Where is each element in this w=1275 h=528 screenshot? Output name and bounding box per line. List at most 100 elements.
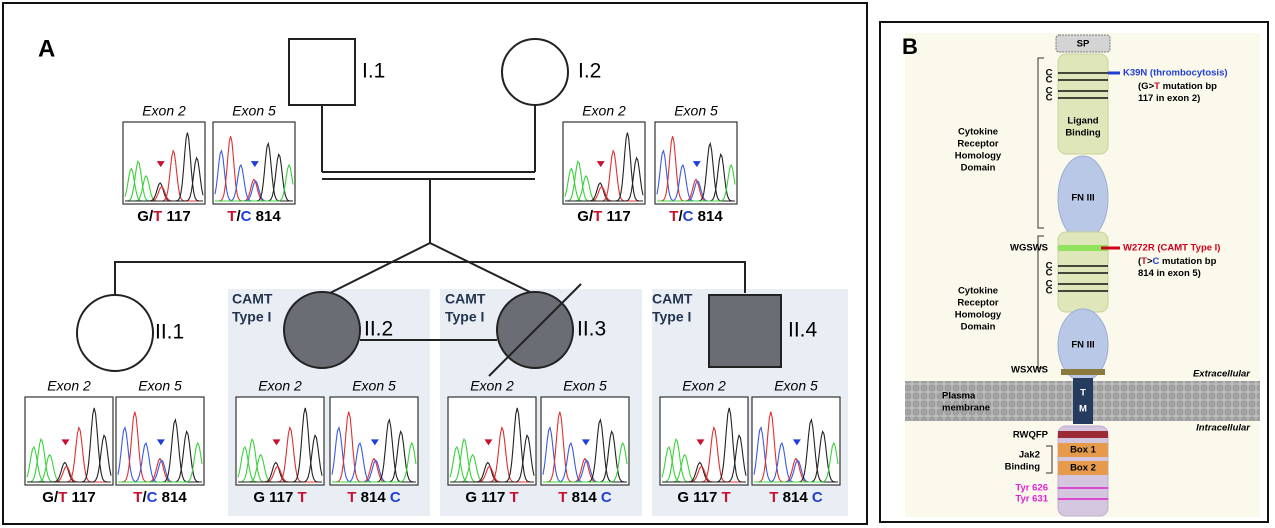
domain-label: Homology xyxy=(955,151,1002,162)
signal-peptide-label: SP xyxy=(1077,39,1090,50)
exon-label: Exon 2 xyxy=(470,378,514,394)
domain-label: Domain xyxy=(961,322,996,333)
mutation-name: W272R (CAMT Type I) xyxy=(1123,243,1220,254)
motif-label: WGSWS xyxy=(1010,243,1048,254)
text-segment: G/ xyxy=(137,208,154,225)
individual-id: I.1 xyxy=(362,60,385,83)
genotype: G/T 117 xyxy=(577,208,630,225)
phenotype-label: Type I xyxy=(232,309,271,325)
female-symbol xyxy=(284,292,360,368)
individual-id: II.1 xyxy=(155,321,184,344)
rwqfp-motif xyxy=(1058,431,1108,438)
text-segment: T xyxy=(722,489,731,506)
wgsws-motif xyxy=(1058,245,1108,251)
genotype: G/T 117 xyxy=(42,489,95,506)
box-label: Box 1 xyxy=(1070,445,1097,456)
phenotype-label: Type I xyxy=(652,309,691,325)
genotype: T 814 C xyxy=(347,489,401,506)
tyrosine-label: Tyr 631 xyxy=(1015,494,1048,505)
genotype: G 117 T xyxy=(465,489,518,506)
text-segment: T xyxy=(558,489,567,506)
female-symbol xyxy=(77,295,153,371)
text-segment: C xyxy=(683,208,694,225)
text-segment: T xyxy=(227,208,236,225)
individual-id: II.3 xyxy=(577,318,606,341)
genotype: T/C 814 xyxy=(669,208,723,225)
membrane-label: membrane xyxy=(942,403,990,414)
transmembrane xyxy=(1073,378,1093,424)
tyrosine-label: Tyr 626 xyxy=(1015,483,1048,494)
text-segment: G xyxy=(1141,81,1148,92)
text-segment: 117 xyxy=(67,489,95,506)
motif-label: WSXWS xyxy=(1011,365,1048,376)
genotype: G/T 117 xyxy=(137,208,190,225)
cysteine-label: C xyxy=(1046,286,1053,297)
text-segment: 814 xyxy=(356,489,389,506)
text-segment: T xyxy=(593,208,602,225)
ligand-label: Binding xyxy=(1065,128,1101,139)
jak2-label: Jak2 xyxy=(1019,450,1040,461)
domain-label: Cytokine xyxy=(958,286,998,297)
phenotype-label: CAMT xyxy=(445,291,486,307)
fn3-label: FN III xyxy=(1071,340,1094,351)
text-segment: T xyxy=(347,489,356,506)
exon-label: Exon 5 xyxy=(563,378,607,394)
exon-label: Exon 2 xyxy=(682,378,726,394)
male-symbol xyxy=(289,39,355,105)
text-segment: 117 in exon 2) xyxy=(1138,93,1200,104)
text-segment: 117 xyxy=(602,208,630,225)
text-segment: 814 xyxy=(778,489,811,506)
mutation-detail: (G>T mutation bp xyxy=(1138,81,1217,92)
membrane-label: Plasma xyxy=(942,391,976,402)
domain-label: Cytokine xyxy=(958,127,998,138)
cysteine-label: C xyxy=(1046,268,1053,279)
exon-label: Exon 5 xyxy=(674,103,718,119)
domain-label: Domain xyxy=(961,163,996,174)
text-segment: 814 in exon 5) xyxy=(1138,268,1201,279)
text-segment: G/ xyxy=(577,208,594,225)
phenotype-label: CAMT xyxy=(652,291,693,307)
motif-label: RWQFP xyxy=(1013,430,1049,441)
text-segment: 117 xyxy=(162,208,190,225)
phenotype-label: Type I xyxy=(445,309,484,325)
genotype: T/C 814 xyxy=(133,489,187,506)
phenotype-label: CAMT xyxy=(232,291,273,307)
text-segment: T xyxy=(133,489,142,506)
individual-id: II.4 xyxy=(788,319,818,342)
text-segment: T xyxy=(153,208,162,225)
cysteine-label: C xyxy=(1046,75,1053,86)
text-segment: G 117 xyxy=(677,489,721,506)
text-segment: C xyxy=(390,489,401,506)
female-symbol xyxy=(502,39,568,105)
mutation-detail: 117 in exon 2) xyxy=(1138,93,1200,104)
individual-id: I.2 xyxy=(578,60,601,83)
text-segment: T xyxy=(769,489,778,506)
ligand-domain xyxy=(1058,54,1108,154)
intracellular-label: Intracellular xyxy=(1196,423,1251,434)
exon-label: Exon 2 xyxy=(47,378,91,394)
tm-label: T xyxy=(1080,388,1086,399)
genotype: G 117 T xyxy=(253,489,306,506)
male-symbol xyxy=(709,295,781,367)
text-segment: G/ xyxy=(42,489,59,506)
fn3-label: FN III xyxy=(1071,193,1094,204)
panel-label: B xyxy=(902,34,918,59)
individual-id: II.2 xyxy=(364,318,393,341)
text-segment: mutation bp xyxy=(1160,81,1217,92)
text-segment: mutation bp xyxy=(1159,256,1216,267)
panel-label: A xyxy=(38,35,55,62)
genotype: T/C 814 xyxy=(227,208,281,225)
cysteine-label: C xyxy=(1046,93,1053,104)
exon-label: Exon 2 xyxy=(142,103,186,119)
text-segment: 814 xyxy=(251,208,281,225)
exon-label: Exon 5 xyxy=(138,378,182,394)
extracellular-label: Extracellular xyxy=(1193,369,1251,380)
text-segment: 814 xyxy=(567,489,600,506)
text-segment: T xyxy=(298,489,307,506)
text-segment: 814 xyxy=(693,208,723,225)
domain-label: Homology xyxy=(955,310,1002,321)
crh-domain xyxy=(1058,232,1108,312)
genotype: G 117 T xyxy=(677,489,730,506)
text-segment: C xyxy=(147,489,158,506)
ligand-label: Ligand xyxy=(1067,116,1098,127)
